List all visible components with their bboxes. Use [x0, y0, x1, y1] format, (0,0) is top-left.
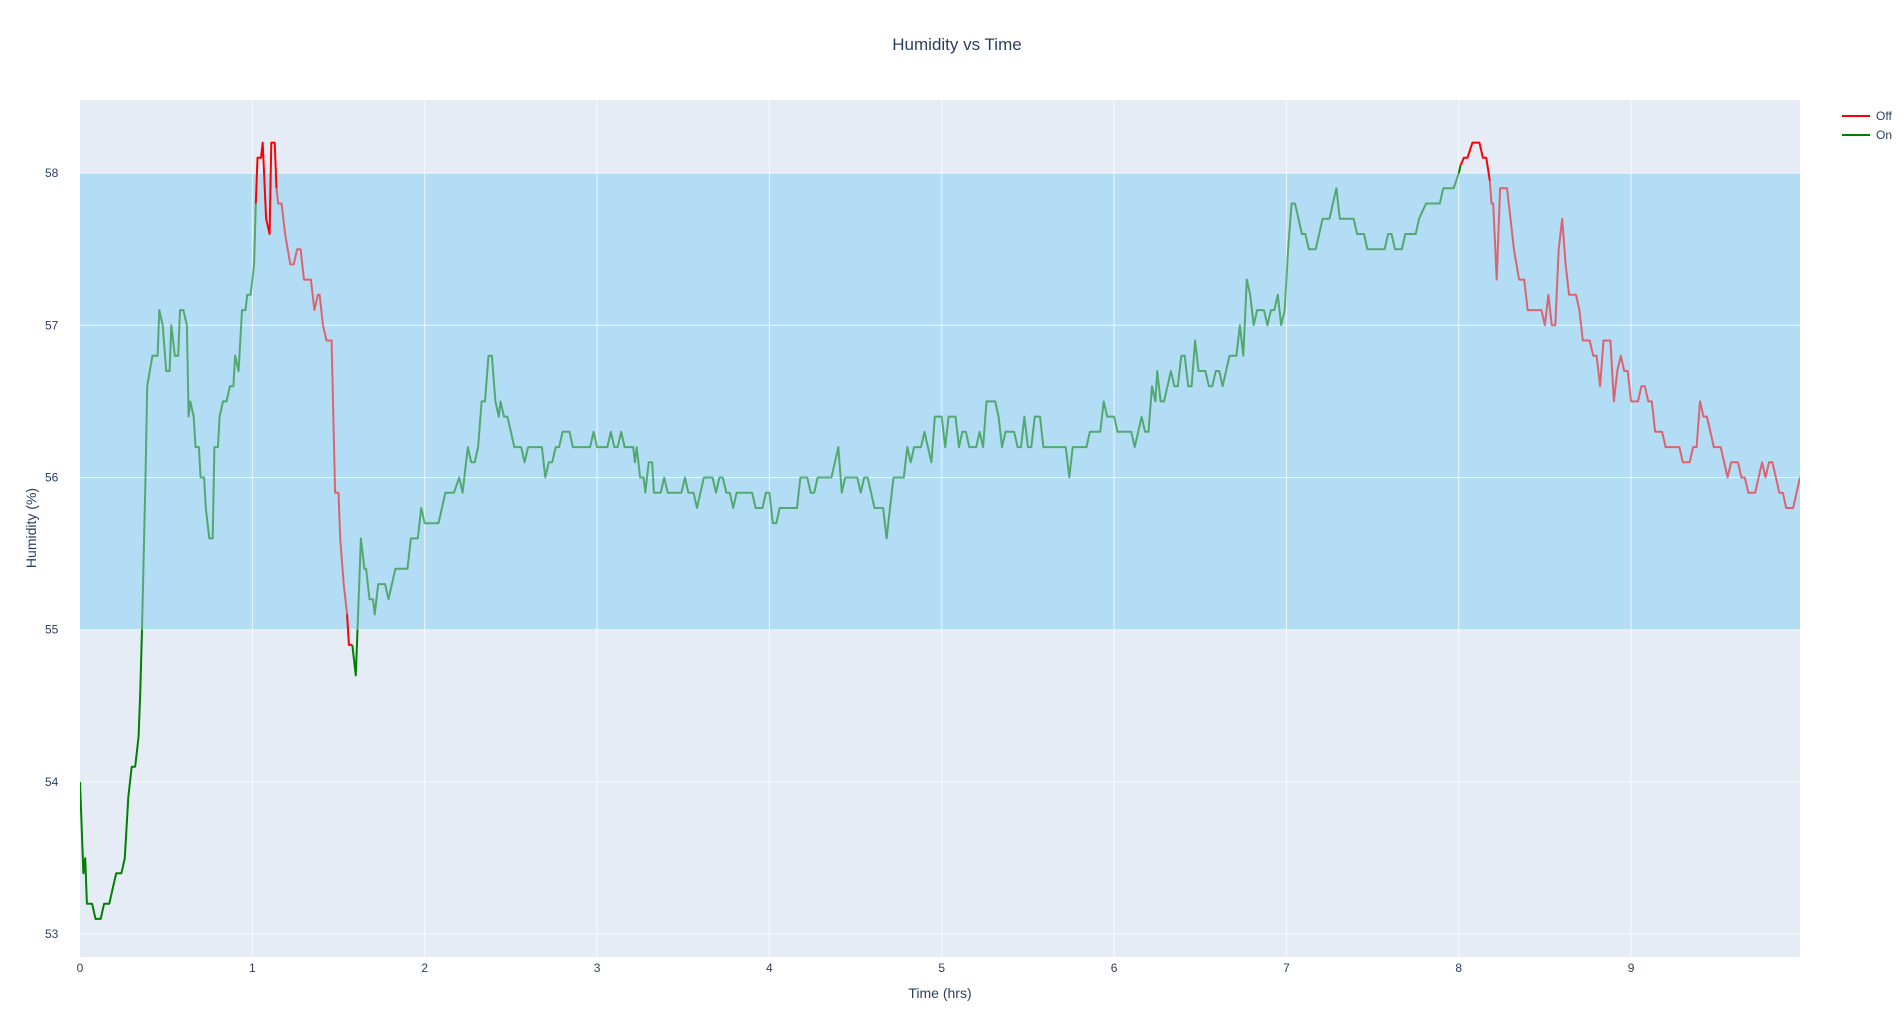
series-line-on — [1457, 165, 1462, 174]
y-axis-title: Humidity (%) — [23, 488, 39, 568]
x-axis-ticks: 0 1 2 3 4 5 6 7 8 9 — [77, 961, 1635, 975]
x-tick-label: 0 — [77, 961, 84, 975]
series-line-off — [1459, 141, 1491, 181]
x-tick-label: 9 — [1628, 961, 1635, 975]
series-line-on — [351, 629, 359, 677]
y-tick-label: 57 — [45, 318, 59, 332]
y-axis-ticks: 53 54 55 56 57 58 — [45, 166, 59, 941]
x-tick-label: 2 — [421, 961, 428, 975]
series-line-off — [275, 188, 349, 615]
y-tick-label: 58 — [45, 166, 59, 180]
x-tick-label: 1 — [249, 961, 256, 975]
target-humidity-band — [80, 173, 1800, 630]
chart-title: Humidity vs Time — [892, 35, 1021, 54]
series-line-off — [346, 614, 353, 646]
series-line-on — [80, 629, 143, 920]
series-line-off — [254, 141, 278, 235]
x-tick-label: 8 — [1455, 961, 1462, 975]
y-tick-label: 56 — [45, 471, 59, 485]
x-axis-title: Time (hrs) — [908, 985, 971, 1001]
legend-label-on: On — [1876, 128, 1892, 142]
series-line-on — [356, 172, 1460, 630]
x-tick-label: 7 — [1283, 961, 1290, 975]
series-line-on — [141, 203, 257, 630]
y-tick-label: 55 — [45, 623, 59, 637]
series-line-off — [1488, 180, 1800, 509]
y-tick-label: 53 — [45, 927, 59, 941]
series-lines — [80, 141, 1800, 920]
x-tick-label: 6 — [1111, 961, 1118, 975]
legend: Off On — [1842, 109, 1892, 142]
y-tick-label: 54 — [45, 775, 59, 789]
x-tick-label: 4 — [766, 961, 773, 975]
x-tick-label: 5 — [938, 961, 945, 975]
legend-label-off: Off — [1876, 109, 1892, 123]
x-tick-label: 3 — [594, 961, 601, 975]
gridlines — [80, 100, 1800, 957]
